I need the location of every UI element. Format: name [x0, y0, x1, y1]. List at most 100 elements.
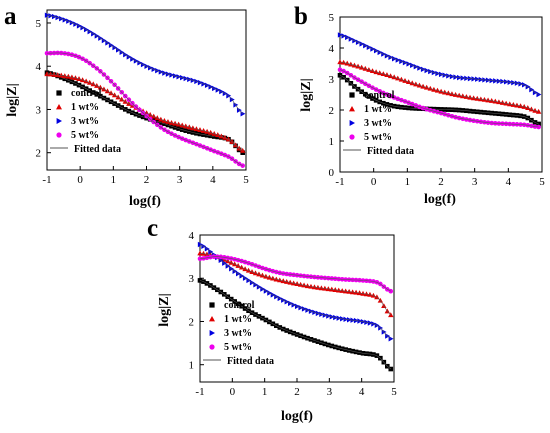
- x-tick-label: 1: [405, 176, 411, 188]
- series-2: [337, 59, 542, 114]
- x-axis-label: log(f): [281, 409, 313, 424]
- y-axis-label: log|Z|: [5, 83, 20, 116]
- y-axis-label: log|Z|: [299, 78, 314, 111]
- fitted-line: [339, 75, 539, 125]
- data-point: [179, 122, 185, 128]
- fitted-line: [339, 61, 539, 112]
- legend-label: control: [364, 90, 395, 101]
- series-3: [44, 12, 246, 117]
- x-tick-label: 4: [506, 176, 512, 188]
- y-tick-label: 2: [189, 316, 195, 328]
- y-axis-label: log|Z|: [157, 293, 172, 326]
- panel-label: a: [4, 3, 17, 30]
- series-1: [337, 72, 541, 127]
- x-tick-label: 2: [144, 174, 150, 186]
- x-tick-label: -1: [195, 386, 204, 398]
- legend-marker: [56, 118, 62, 124]
- fitted-line: [199, 280, 391, 370]
- data-point: [536, 124, 541, 130]
- series-1: [197, 278, 394, 372]
- series-2: [197, 250, 394, 318]
- panel-label: b: [294, 3, 308, 30]
- legend-marker: [209, 344, 215, 350]
- x-tick-label: 3: [472, 176, 478, 188]
- x-tick-label: 2: [438, 176, 444, 188]
- legend: control 1 wt% 3 wt% 5 wt% Fitted data: [50, 88, 121, 155]
- x-tick-label: 0: [77, 174, 83, 186]
- x-tick-label: -1: [42, 174, 51, 186]
- legend-marker: [349, 106, 355, 112]
- legend: control 1 wt% 3 wt% 5 wt% Fitted data: [343, 90, 414, 157]
- data-point: [388, 336, 394, 342]
- x-tick-label: -1: [335, 176, 344, 188]
- data-point: [373, 69, 379, 75]
- data-point: [193, 126, 200, 132]
- legend-label: 3 wt%: [224, 328, 252, 339]
- data-point: [409, 80, 415, 86]
- data-point: [536, 91, 542, 98]
- legend-label: 5 wt%: [71, 130, 99, 141]
- data-point: [240, 111, 246, 117]
- data-point: [76, 76, 82, 82]
- y-tick-label: 5: [329, 12, 335, 24]
- legend-label: 1 wt%: [71, 102, 99, 113]
- x-tick-label: 0: [230, 386, 236, 398]
- data-point: [492, 98, 498, 104]
- data-point: [346, 288, 352, 294]
- x-tick-label: 5: [243, 174, 249, 186]
- fitted-line: [199, 244, 391, 340]
- fitted-line: [46, 72, 243, 153]
- data-point: [301, 282, 307, 288]
- y-tick-label: 4: [329, 43, 335, 55]
- series-3: [337, 32, 542, 98]
- legend-marker: [349, 120, 355, 126]
- legend-marker: [56, 132, 62, 138]
- fitted-line: [199, 252, 392, 316]
- fitted-line: [339, 69, 539, 128]
- x-tick-label: 1: [262, 386, 268, 398]
- legend-label: Fitted data: [227, 356, 274, 367]
- y-tick-label: 1: [189, 360, 195, 372]
- data-point: [481, 96, 488, 102]
- data-point: [339, 288, 345, 293]
- legend-label: 1 wt%: [364, 104, 392, 115]
- data-point: [280, 278, 286, 284]
- data-point: [197, 127, 203, 133]
- data-point: [197, 250, 203, 256]
- y-tick-label: 3: [36, 104, 42, 116]
- x-axis-label: log(f): [424, 192, 456, 207]
- data-point: [337, 72, 343, 78]
- fitted-line: [47, 52, 243, 166]
- panel-label: c: [147, 215, 158, 242]
- legend-label: 5 wt%: [364, 132, 392, 143]
- x-tick-label: 1: [111, 174, 117, 186]
- y-tick-label: 2: [36, 148, 42, 160]
- x-tick-label: 3: [327, 386, 333, 398]
- legend-label: Fitted data: [74, 144, 121, 155]
- legend-marker: [349, 92, 355, 98]
- x-tick-label: 5: [539, 176, 545, 188]
- fitted-line: [339, 34, 539, 95]
- data-point: [536, 121, 541, 127]
- y-tick-label: 3: [189, 273, 195, 285]
- x-tick-label: 2: [294, 386, 300, 398]
- legend-label: control: [224, 300, 255, 311]
- data-point: [197, 278, 203, 283]
- y-tick-label: 0: [329, 167, 335, 179]
- y-tick-label: 1: [329, 136, 335, 148]
- fitted-line: [46, 14, 243, 115]
- legend: control 1 wt% 3 wt% 5 wt% Fitted data: [203, 300, 274, 367]
- y-tick-label: 4: [36, 61, 42, 73]
- y-tick-label: 5: [36, 18, 42, 30]
- x-tick-label: 0: [371, 176, 377, 188]
- series-3: [197, 241, 394, 342]
- legend-marker: [209, 302, 215, 308]
- y-tick-label: 4: [189, 230, 195, 242]
- data-point: [507, 101, 513, 107]
- chart-panel-c: c -1 0 1 2 3 4 5 1 2 3 4 log(f) log|Z| control 1 wt% 3 w…: [147, 215, 397, 424]
- legend-marker: [56, 104, 62, 110]
- legend-label: Fitted data: [367, 146, 414, 157]
- legend-marker: [209, 330, 215, 336]
- data-point: [384, 72, 390, 78]
